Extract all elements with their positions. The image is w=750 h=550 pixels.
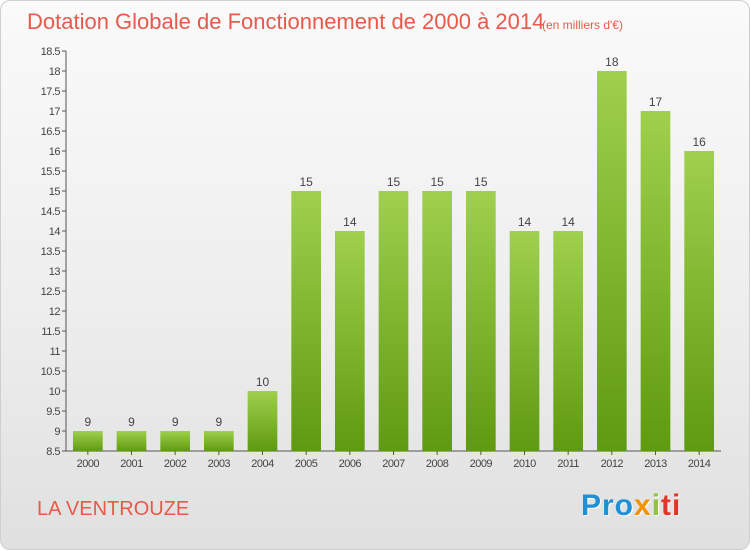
bar-value-label: 9 [172,415,179,429]
y-tick-label: 17.5 [41,86,61,98]
y-tick-label: 9 [54,426,60,438]
town-name: LA VENTROUZE [37,498,190,520]
bar-2011 [553,231,584,451]
x-tick-label: 2009 [470,458,493,470]
x-tick-label: 2007 [382,458,405,470]
y-tick-label: 11.5 [41,326,60,338]
bar-value-label: 10 [256,375,270,389]
bar-2008 [422,191,453,451]
y-tick-label: 12 [49,306,61,318]
y-tick-label: 9.5 [46,406,60,418]
bar-value-label: 9 [215,415,222,429]
bar-2014 [684,151,715,451]
bars: 9 9 9 9 10 15 14 15 15 15 14 14 18 17 16 [72,55,715,451]
x-tick-label: 2014 [688,458,711,470]
bar-2000 [72,431,103,451]
y-tick-label: 13.5 [41,246,61,258]
y-tick-label: 8.5 [46,446,60,458]
y-tick-label: 15 [49,186,61,198]
chart-title: Dotation Globale de Fonctionnement de 20… [27,9,545,34]
logo-part-2: x [634,489,652,522]
x-tick-label: 2001 [120,458,143,470]
y-tick-label: 13 [49,266,61,278]
y-tick-label: 18.5 [41,46,61,58]
y-tick-label: 16 [49,146,61,158]
bar-2005 [291,191,322,451]
bar-value-label: 14 [518,215,532,229]
bar-value-label: 15 [387,175,401,189]
bar-value-label: 15 [430,175,444,189]
bar-value-label: 18 [605,55,619,69]
bar-2004 [247,391,278,451]
bar-value-label: 16 [692,135,706,149]
bar-2006 [334,231,365,451]
x-tick-label: 2006 [339,458,362,470]
bar-2009 [465,191,496,451]
y-tick-label: 10 [49,386,61,398]
bar-value-label: 15 [474,175,488,189]
y-tick-label: 10.5 [41,366,61,378]
y-tick-label: 15.5 [41,166,61,178]
y-tick-label: 16.5 [41,126,61,138]
bar-value-label: 15 [299,175,313,189]
bar-2010 [509,231,540,451]
bar-2012 [596,71,627,451]
x-tick-label: 2000 [77,458,100,470]
x-tick-label: 2004 [251,458,274,470]
y-tick-label: 14.5 [41,206,61,218]
y-tick-label: 12.5 [41,286,61,298]
y-tick-label: 18 [49,66,61,78]
x-tick-label: 2003 [208,458,231,470]
x-tick-label: 2013 [644,458,667,470]
y-axis: 8.5 9 9.5 10 10.5 11 11.5 12 12.5 13 13.5 14 14.5 15 1… [41,46,67,458]
bar-2002 [160,431,191,451]
bar-value-label: 17 [649,95,663,109]
x-tick-label: 2005 [295,458,318,470]
bar-value-label: 14 [343,215,357,229]
proxiti-logo[interactable]: Proxiti [581,489,681,523]
x-tick-label: 2010 [513,458,536,470]
x-tick-label: 2011 [557,458,579,470]
x-tick-label: 2002 [164,458,187,470]
x-axis: 2000 2001 2002 2003 2004 2005 2006 2007 2008 2009… [66,450,721,470]
bar-2001 [116,431,147,451]
bar-2007 [378,191,409,451]
logo-part-4: ti [661,489,682,522]
y-tick-label: 14 [49,226,61,238]
bar-2013 [640,111,671,451]
logo-part-1: Pro [581,489,635,522]
bar-value-label: 9 [128,415,135,429]
bar-2003 [203,431,234,451]
bar-value-label: 9 [84,415,91,429]
bar-value-label: 14 [561,215,575,229]
x-tick-label: 2012 [601,458,624,470]
y-tick-label: 11 [50,346,61,358]
y-tick-label: 17 [49,106,61,118]
logo-part-3: i [651,489,662,522]
x-tick-label: 2008 [426,458,449,470]
chart-subtitle: (en milliers d'€) [542,18,623,32]
